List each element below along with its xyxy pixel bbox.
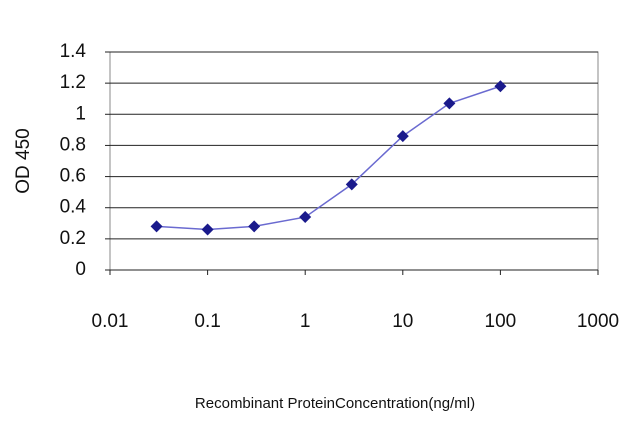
x-tick-label: 1000 bbox=[577, 311, 619, 332]
data-point bbox=[248, 220, 261, 233]
data-line bbox=[156, 85, 501, 231]
data-point bbox=[345, 178, 358, 191]
x-tick-label: 0.1 bbox=[194, 311, 220, 332]
y-axis-label: OD 450 bbox=[13, 128, 34, 193]
data-point bbox=[494, 80, 507, 93]
data-point bbox=[150, 220, 163, 233]
plot-area bbox=[109, 51, 599, 271]
y-tick-label: 0.4 bbox=[60, 197, 87, 218]
x-axis-label: Recombinant ProteinConcentration(ng/ml) bbox=[195, 395, 475, 412]
data-point bbox=[299, 211, 312, 224]
y-tick-label: 1.4 bbox=[60, 41, 87, 62]
data-point bbox=[443, 97, 456, 110]
x-tick-label: 0.01 bbox=[92, 311, 129, 332]
x-tick-label: 1 bbox=[300, 311, 311, 332]
x-tick-label: 10 bbox=[392, 311, 413, 332]
y-tick-label: 0 bbox=[75, 259, 86, 280]
data-point bbox=[201, 223, 214, 236]
y-tick-label: 1.2 bbox=[60, 72, 86, 93]
y-tick-label: 0.6 bbox=[60, 166, 86, 187]
y-tick-label: 1 bbox=[75, 103, 86, 124]
y-tick-label: 0.2 bbox=[60, 228, 86, 249]
x-tick-label: 100 bbox=[485, 311, 517, 332]
y-tick-label: 0.8 bbox=[60, 134, 86, 155]
data-point bbox=[396, 130, 409, 143]
